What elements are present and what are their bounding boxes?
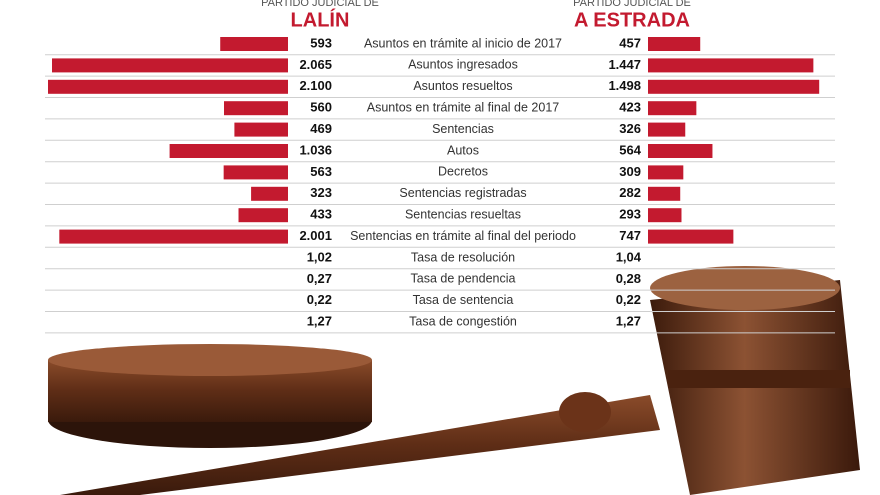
value-label: 423: [619, 100, 641, 115]
rate-label: Tasa de resolución: [411, 250, 515, 264]
value-label: 323: [310, 185, 332, 200]
category-label: Asuntos en trámite al final de 2017: [367, 100, 560, 114]
value-label: 560: [310, 100, 332, 115]
bar: [238, 208, 288, 223]
bar: [224, 101, 288, 116]
group-label: PARTIDO JUDICIAL DE: [261, 0, 379, 9]
bar: [648, 37, 701, 51]
rate-value: 1,27: [307, 314, 332, 329]
value-label: 433: [310, 207, 332, 222]
bar: [59, 229, 288, 244]
value-label: 309: [619, 164, 641, 179]
value-label: 593: [310, 35, 332, 50]
value-label: 2.065: [299, 57, 332, 72]
value-label: 1.036: [299, 142, 332, 157]
category-label: Asuntos en trámite al inicio de 2017: [364, 36, 562, 50]
gavel-illustration: [48, 266, 860, 495]
value-label: 747: [619, 228, 641, 243]
series-name: LALÍN: [291, 8, 350, 31]
category-label: Sentencias registradas: [399, 186, 526, 200]
group-label: PARTIDO JUDICIAL DE: [573, 0, 691, 9]
rate-label: Tasa de sentencia: [413, 293, 514, 307]
category-label: Sentencias: [432, 122, 494, 136]
value-label: 326: [619, 121, 641, 136]
bar: [648, 79, 820, 94]
value-label: 457: [619, 35, 641, 50]
bar: [52, 58, 288, 73]
value-label: 282: [619, 185, 641, 200]
value-label: 2.100: [299, 78, 332, 93]
bar: [648, 101, 697, 116]
rate-value: 1,27: [616, 314, 641, 329]
category-label: Decretos: [438, 165, 488, 179]
bar: [251, 186, 288, 201]
bar: [220, 37, 288, 51]
bar: [648, 144, 713, 158]
bar: [648, 208, 682, 223]
rate-value: 0,22: [616, 292, 641, 307]
value-label: 2.001: [299, 228, 332, 243]
rate-value: 0,27: [307, 271, 332, 286]
category-label: Autos: [447, 143, 479, 157]
category-label: Asuntos ingresados: [408, 58, 518, 72]
value-label: 293: [619, 207, 641, 222]
bar: [648, 58, 814, 73]
category-label: Asuntos resueltos: [413, 79, 512, 93]
bar: [648, 186, 681, 201]
rate-label: Tasa de pendencia: [411, 272, 516, 286]
bar: [48, 79, 288, 94]
bar: [169, 144, 288, 158]
bar: [648, 229, 734, 244]
value-label: 1.447: [608, 57, 641, 72]
rate-value: 1,04: [616, 249, 642, 264]
rate-value: 0,22: [307, 292, 332, 307]
bar: [223, 165, 288, 180]
bar: [234, 122, 288, 137]
value-label: 564: [619, 142, 641, 157]
bar: [648, 165, 684, 180]
rate-value: 1,02: [307, 249, 332, 264]
bar: [648, 122, 686, 137]
category-label: Sentencias resueltas: [405, 207, 521, 221]
value-label: 469: [310, 121, 332, 136]
rate-label: Tasa de congestión: [409, 314, 517, 328]
category-label: Sentencias en trámite al final del perio…: [350, 229, 576, 243]
value-label: 1.498: [608, 78, 641, 93]
rate-value: 0,28: [616, 271, 641, 286]
value-label: 563: [310, 164, 332, 179]
series-name: A ESTRADA: [574, 9, 690, 31]
